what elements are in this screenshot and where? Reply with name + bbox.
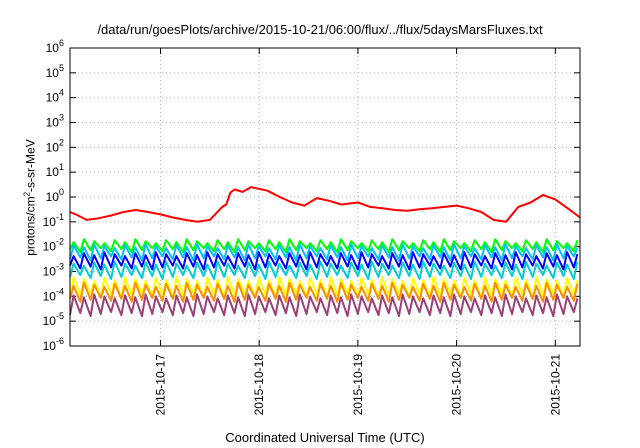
y-tick-label: 10-4 bbox=[43, 286, 64, 303]
plot-border bbox=[69, 47, 581, 347]
y-tick-label: 10-1 bbox=[43, 212, 64, 229]
series-line bbox=[69, 238, 579, 254]
y-tick-label: 104 bbox=[46, 88, 64, 105]
y-tick-label: 100 bbox=[46, 187, 64, 204]
x-tick-label: 2015-10-20 bbox=[450, 354, 464, 416]
series-group bbox=[69, 186, 581, 318]
y-tick-label: 105 bbox=[46, 63, 64, 80]
x-axis-label: Coordinated Universal Time (UTC) bbox=[225, 430, 425, 445]
y-axis-label: protons/cm2-s-sr-MeV bbox=[22, 139, 38, 256]
series-line bbox=[69, 186, 581, 223]
y-tick-label: 103 bbox=[46, 113, 64, 130]
x-tick-label: 2015-10-17 bbox=[153, 354, 167, 416]
series-line bbox=[69, 260, 579, 280]
chart-title: /data/run/goesPlots/archive/2015-10-21/0… bbox=[97, 22, 543, 37]
y-tick-label: 10-6 bbox=[43, 336, 64, 353]
series-line bbox=[69, 281, 579, 303]
x-tick-label: 2015-10-18 bbox=[252, 354, 266, 416]
y-tick-label: 106 bbox=[46, 38, 64, 55]
y-tick-label: 10-5 bbox=[43, 311, 64, 328]
y-tick-label: 10-2 bbox=[43, 237, 64, 254]
y-tick-label: 101 bbox=[46, 162, 64, 179]
x-tick-label: 2015-10-21 bbox=[548, 354, 562, 416]
series-line bbox=[69, 243, 579, 262]
series-line bbox=[69, 251, 579, 271]
x-tick-label: 2015-10-19 bbox=[351, 354, 365, 416]
series-line bbox=[69, 293, 579, 318]
y-tick-label: 102 bbox=[46, 137, 64, 154]
y-tick-label: 10-3 bbox=[43, 262, 64, 279]
